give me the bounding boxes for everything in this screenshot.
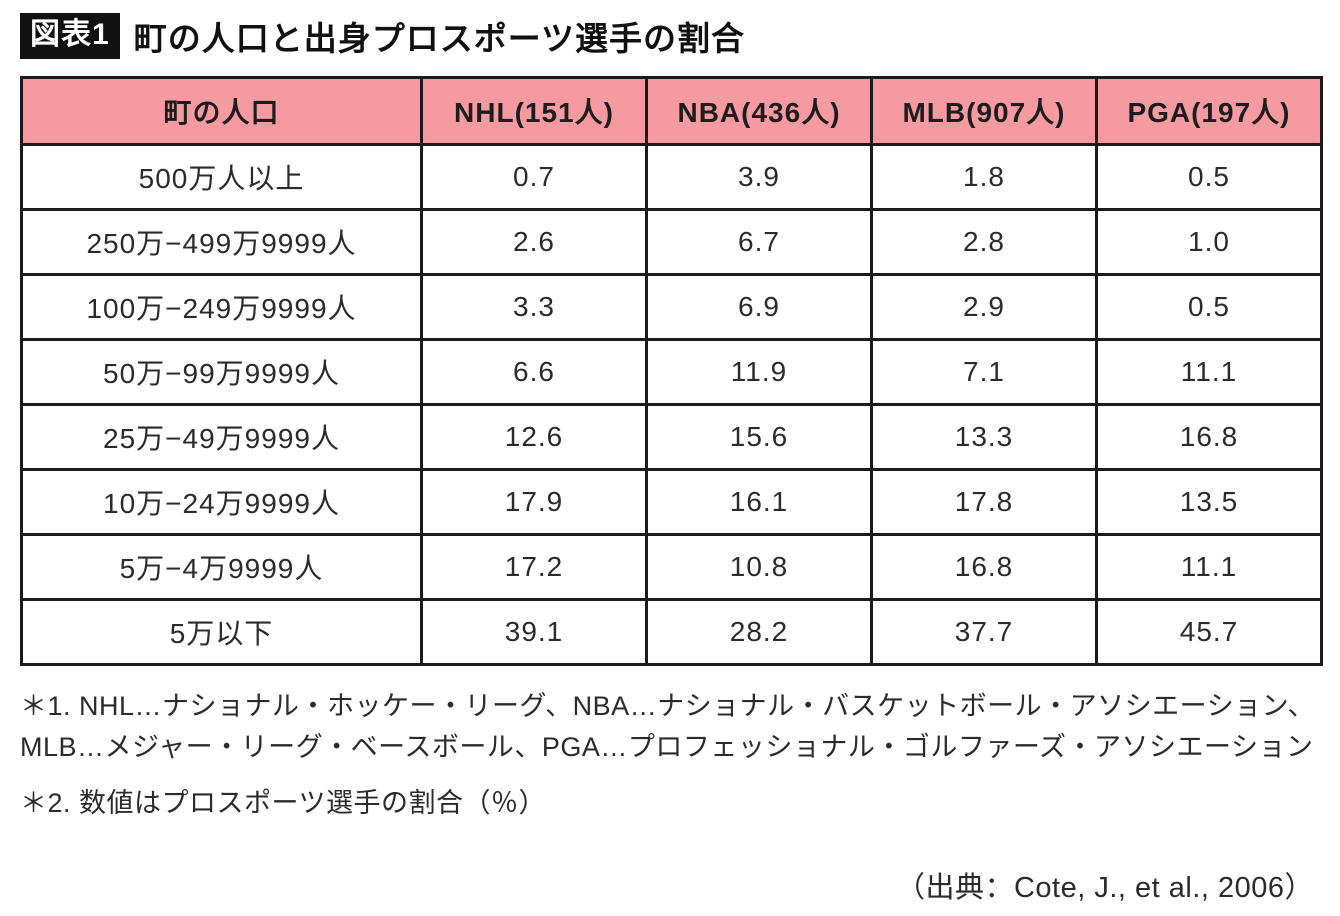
value-cell: 0.7 bbox=[420, 143, 648, 211]
value-cell: 39.1 bbox=[420, 598, 648, 666]
value-cell: 16.1 bbox=[645, 468, 873, 536]
table-row: 250万−499万9999人 2.6 6.7 2.8 1.0 bbox=[20, 208, 1323, 276]
value-cell: 37.7 bbox=[870, 598, 1098, 666]
value-cell: 17.9 bbox=[420, 468, 648, 536]
table-row: 5万−4万9999人 17.2 10.8 16.8 11.1 bbox=[20, 533, 1323, 601]
value-cell: 13.5 bbox=[1095, 468, 1323, 536]
row-label-cell: 50万−99万9999人 bbox=[20, 338, 423, 406]
value-cell: 28.2 bbox=[645, 598, 873, 666]
row-label-cell: 500万人以上 bbox=[20, 143, 423, 211]
column-header-population: 町の人口 bbox=[20, 76, 423, 146]
figure-title: 町の人口と出身プロスポーツ選手の割合 bbox=[133, 20, 746, 57]
value-cell: 1.8 bbox=[870, 143, 1098, 211]
value-cell: 12.6 bbox=[420, 403, 648, 471]
value-cell: 1.0 bbox=[1095, 208, 1323, 276]
source-citation: （出典：Cote, J., et al., 2006） bbox=[895, 871, 1314, 904]
value-cell: 11.1 bbox=[1095, 533, 1323, 601]
value-cell: 11.1 bbox=[1095, 338, 1323, 406]
column-header-nba: NBA(436人) bbox=[645, 76, 873, 146]
population-athlete-table: 町の人口 NHL(151人) NBA(436人) MLB(907人) PGA(1… bbox=[20, 76, 1323, 666]
table-row: 100万−249万9999人 3.3 6.9 2.9 0.5 bbox=[20, 273, 1323, 341]
figure-tag: 図表1 bbox=[20, 13, 120, 59]
footnote-1: ＊1. NHL…ナショナル・ホッケー・リーグ、NBA…ナショナル・バスケットボー… bbox=[20, 691, 1315, 762]
row-label-cell: 25万−49万9999人 bbox=[20, 403, 423, 471]
column-header-nhl: NHL(151人) bbox=[420, 76, 648, 146]
row-label-cell: 10万−24万9999人 bbox=[20, 468, 423, 536]
table-row: 25万−49万9999人 12.6 15.6 13.3 16.8 bbox=[20, 403, 1323, 471]
value-cell: 2.6 bbox=[420, 208, 648, 276]
value-cell: 0.5 bbox=[1095, 143, 1323, 211]
value-cell: 6.7 bbox=[645, 208, 873, 276]
value-cell: 45.7 bbox=[1095, 598, 1323, 666]
column-header-pga: PGA(197人) bbox=[1095, 76, 1323, 146]
value-cell: 17.2 bbox=[420, 533, 648, 601]
value-cell: 2.9 bbox=[870, 273, 1098, 341]
value-cell: 0.5 bbox=[1095, 273, 1323, 341]
value-cell: 16.8 bbox=[1095, 403, 1323, 471]
value-cell: 2.8 bbox=[870, 208, 1098, 276]
table-row: 50万−99万9999人 6.6 11.9 7.1 11.1 bbox=[20, 338, 1323, 406]
column-header-mlb: MLB(907人) bbox=[870, 76, 1098, 146]
value-cell: 6.6 bbox=[420, 338, 648, 406]
row-label-cell: 250万−499万9999人 bbox=[20, 208, 423, 276]
footnotes: ＊1. NHL…ナショナル・ホッケー・リーグ、NBA…ナショナル・バスケットボー… bbox=[20, 686, 1320, 824]
value-cell: 3.3 bbox=[420, 273, 648, 341]
footnote-2: ＊2. 数値はプロスポーツ選手の割合（％） bbox=[20, 788, 546, 818]
figure-header: 図表1 町の人口と出身プロスポーツ選手の割合 bbox=[20, 12, 1320, 60]
value-cell: 13.3 bbox=[870, 403, 1098, 471]
value-cell: 7.1 bbox=[870, 338, 1098, 406]
row-label-cell: 100万−249万9999人 bbox=[20, 273, 423, 341]
value-cell: 10.8 bbox=[645, 533, 873, 601]
table-row: 10万−24万9999人 17.9 16.1 17.8 13.5 bbox=[20, 468, 1323, 536]
row-label-cell: 5万−4万9999人 bbox=[20, 533, 423, 601]
value-cell: 16.8 bbox=[870, 533, 1098, 601]
value-cell: 17.8 bbox=[870, 468, 1098, 536]
row-label-cell: 5万以下 bbox=[20, 598, 423, 666]
table-row: 5万以下 39.1 28.2 37.7 45.7 bbox=[20, 598, 1323, 666]
value-cell: 15.6 bbox=[645, 403, 873, 471]
table-header-row: 町の人口 NHL(151人) NBA(436人) MLB(907人) PGA(1… bbox=[20, 76, 1323, 146]
value-cell: 3.9 bbox=[645, 143, 873, 211]
value-cell: 6.9 bbox=[645, 273, 873, 341]
value-cell: 11.9 bbox=[645, 338, 873, 406]
table-row: 500万人以上 0.7 3.9 1.8 0.5 bbox=[20, 143, 1323, 211]
